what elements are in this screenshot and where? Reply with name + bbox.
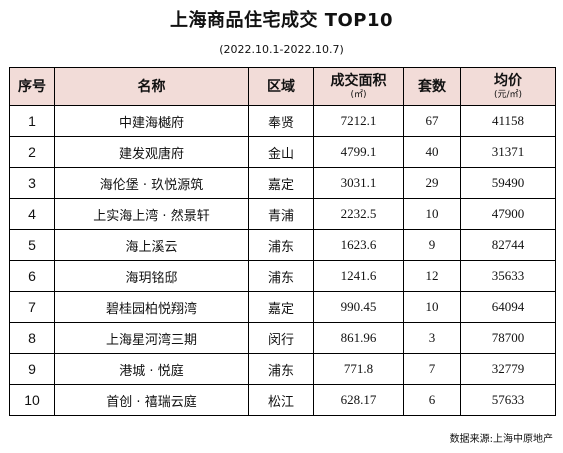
cell-rank: 7 — [9, 291, 55, 323]
cell-price: 82744 — [460, 229, 556, 261]
header-price-unit: (元/㎡) — [493, 89, 523, 100]
table-row: 3 海伦堡 · 玖悦源筑 嘉定 3031.1 29 59490 — [9, 167, 556, 199]
cell-units: 7 — [403, 353, 461, 385]
cell-units: 67 — [403, 105, 461, 137]
cell-rank: 3 — [9, 167, 55, 199]
cell-name: 碧桂园柏悦翔湾 — [54, 291, 249, 323]
cell-district: 浦东 — [248, 229, 314, 261]
cell-name: 上实海上湾 · 然景轩 — [54, 198, 249, 230]
header-rank: 序号 — [9, 67, 55, 106]
cell-rank: 5 — [9, 229, 55, 261]
cell-price: 31371 — [460, 136, 556, 168]
date-range: (2022.10.1-2022.10.7) — [219, 43, 344, 56]
cell-district: 浦东 — [248, 260, 314, 292]
header-name-label: 名称 — [137, 78, 166, 95]
cell-area: 4799.1 — [313, 136, 404, 168]
table-body: 1 中建海樾府 奉贤 7212.1 67 41158 2 建发观唐府 金山 47… — [9, 105, 556, 416]
cell-price: 35633 — [460, 260, 556, 292]
cell-name: 建发观唐府 — [54, 136, 249, 168]
cell-area: 771.8 — [313, 353, 404, 385]
cell-district: 奉贤 — [248, 105, 314, 137]
cell-units: 29 — [403, 167, 461, 199]
cell-price: 78700 — [460, 322, 556, 354]
cell-price: 57633 — [460, 384, 556, 416]
cell-units: 10 — [403, 198, 461, 230]
cell-name: 中建海樾府 — [54, 105, 249, 137]
cell-district: 金山 — [248, 136, 314, 168]
cell-rank: 10 — [9, 384, 55, 416]
header-area: 成交面积 (㎡) — [313, 67, 404, 106]
cell-area: 1623.6 — [313, 229, 404, 261]
header-units: 套数 — [403, 67, 461, 106]
cell-rank: 9 — [9, 353, 55, 385]
ranking-table: 序号 名称 区域 成交面积 (㎡) 套数 均价 (元/㎡) 1 中建海樾府 奉贤… — [9, 67, 556, 416]
table-row: 1 中建海樾府 奉贤 7212.1 67 41158 — [9, 105, 556, 137]
header-rank-label: 序号 — [18, 78, 46, 95]
cell-price: 47900 — [460, 198, 556, 230]
cell-district: 闵行 — [248, 322, 314, 354]
header-units-label: 套数 — [418, 78, 446, 95]
cell-units: 3 — [403, 322, 461, 354]
table-row: 5 海上溪云 浦东 1623.6 9 82744 — [9, 229, 556, 261]
table-row: 6 海玥铭邸 浦东 1241.6 12 35633 — [9, 260, 556, 292]
cell-name: 海伦堡 · 玖悦源筑 — [54, 167, 249, 199]
cell-area: 1241.6 — [313, 260, 404, 292]
table-row: 4 上实海上湾 · 然景轩 青浦 2232.5 10 47900 — [9, 198, 556, 230]
header-price-label: 均价 — [494, 72, 522, 89]
cell-rank: 1 — [9, 105, 55, 137]
cell-price: 32779 — [460, 353, 556, 385]
cell-area: 2232.5 — [313, 198, 404, 230]
cell-rank: 2 — [9, 136, 55, 168]
cell-units: 6 — [403, 384, 461, 416]
table-row: 9 港城 · 悦庭 浦东 771.8 7 32779 — [9, 353, 556, 385]
table-row: 7 碧桂园柏悦翔湾 嘉定 990.45 10 64094 — [9, 291, 556, 323]
cell-name: 首创 · 禧瑞云庭 — [54, 384, 249, 416]
table-row: 10 首创 · 禧瑞云庭 松江 628.17 6 57633 — [9, 384, 556, 416]
header-district-label: 区域 — [267, 78, 295, 95]
cell-name: 港城 · 悦庭 — [54, 353, 249, 385]
cell-district: 浦东 — [248, 353, 314, 385]
page-title: 上海商品住宅成交 TOP10 — [169, 10, 394, 31]
table-row: 2 建发观唐府 金山 4799.1 40 31371 — [9, 136, 556, 168]
cell-name: 海玥铭邸 — [54, 260, 249, 292]
cell-units: 9 — [403, 229, 461, 261]
cell-rank: 8 — [9, 322, 55, 354]
data-source-note: 数据来源:上海中原地产 — [449, 434, 553, 445]
cell-name: 海上溪云 — [54, 229, 249, 261]
header-area-unit: (㎡) — [350, 89, 367, 100]
header-name: 名称 — [54, 67, 249, 106]
cell-units: 12 — [403, 260, 461, 292]
header-district: 区域 — [248, 67, 314, 106]
cell-area: 990.45 — [313, 291, 404, 323]
header-price: 均价 (元/㎡) — [460, 67, 556, 106]
cell-area: 628.17 — [313, 384, 404, 416]
cell-name: 上海星河湾三期 — [54, 322, 249, 354]
cell-units: 10 — [403, 291, 461, 323]
cell-area: 7212.1 — [313, 105, 404, 137]
table-row: 8 上海星河湾三期 闵行 861.96 3 78700 — [9, 322, 556, 354]
cell-rank: 6 — [9, 260, 55, 292]
cell-price: 41158 — [460, 105, 556, 137]
cell-area: 3031.1 — [313, 167, 404, 199]
cell-rank: 4 — [9, 198, 55, 230]
cell-district: 嘉定 — [248, 291, 314, 323]
cell-units: 40 — [403, 136, 461, 168]
cell-district: 青浦 — [248, 198, 314, 230]
cell-area: 861.96 — [313, 322, 404, 354]
cell-district: 松江 — [248, 384, 314, 416]
cell-price: 59490 — [460, 167, 556, 199]
cell-district: 嘉定 — [248, 167, 314, 199]
header-area-label: 成交面积 — [330, 72, 387, 89]
table-header-row: 序号 名称 区域 成交面积 (㎡) 套数 均价 (元/㎡) — [9, 67, 556, 106]
cell-price: 64094 — [460, 291, 556, 323]
